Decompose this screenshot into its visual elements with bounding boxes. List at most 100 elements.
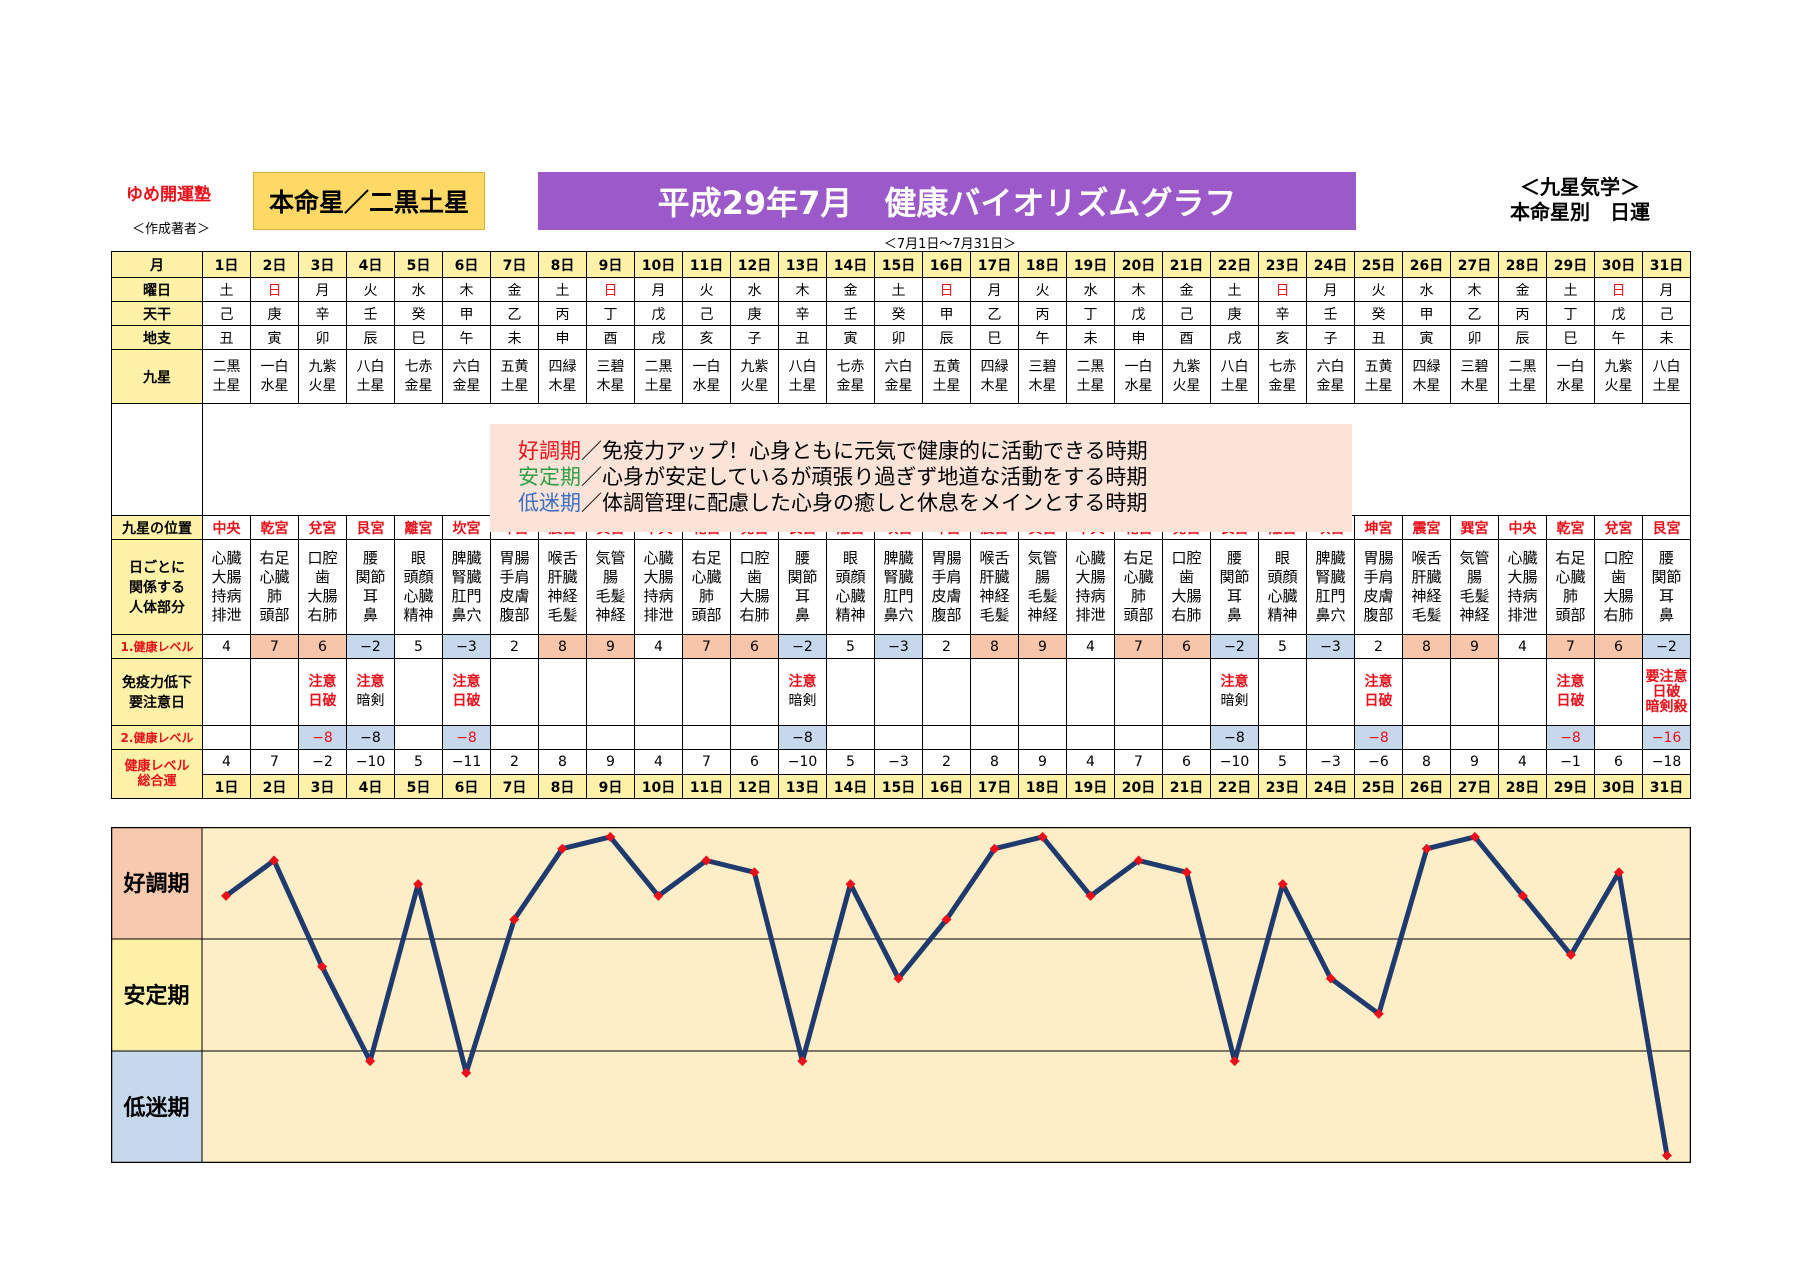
tenkan-cell: 甲	[1402, 301, 1451, 326]
immune-cell: 注意 日破	[1354, 658, 1403, 726]
tenkan-cell: 己	[202, 301, 251, 326]
tenkan-cell: 丁	[1546, 301, 1595, 326]
total-cell: 9	[1450, 749, 1499, 775]
level1-cell: −2	[778, 634, 827, 659]
position-cell: 中央	[1498, 515, 1547, 540]
level1-cell: 2	[490, 634, 539, 659]
kyusei-cell: 八白 土星	[1210, 349, 1259, 404]
body-part-cell: 喉舌 肝臓 神経 毛髪	[970, 539, 1019, 635]
kyusei-cell: 四緑 木星	[538, 349, 587, 404]
body-part-cell: 腰関節耳鼻	[1210, 539, 1259, 635]
position-cell: 艮宮	[346, 515, 395, 540]
row-tenkan: 天干己庚辛壬癸甲乙丙丁戊己庚辛壬癸甲乙丙丁戊己庚辛壬癸甲乙丙丁戊己	[111, 301, 1691, 326]
data-point	[1565, 949, 1576, 960]
body-part-cell: 心臓 大腸 持病 排泄	[634, 539, 683, 635]
brand-name: ゆめ開運塾	[126, 185, 211, 205]
total-cell: 8	[538, 749, 587, 775]
body-part-cell: 右足 心臓肺頭部	[1546, 539, 1595, 635]
total-cell: 4	[1498, 749, 1547, 775]
total-cell: 8	[1402, 749, 1451, 775]
day-footer: 14日	[826, 774, 875, 799]
immune-cell	[682, 658, 731, 726]
data-point	[1085, 890, 1096, 901]
weekday-cell: 日	[250, 277, 299, 302]
chishi-cell: 巳	[394, 325, 443, 350]
weekday-cell: 月	[1642, 277, 1691, 302]
level1-cell: 7	[250, 634, 299, 659]
level2-cell	[1114, 725, 1163, 750]
body-part-cell: 腰関節耳鼻	[778, 539, 827, 635]
chishi-cell: 酉	[586, 325, 635, 350]
day-footer: 20日	[1114, 774, 1163, 799]
chishi-cell: 亥	[682, 325, 731, 350]
tenkan-cell: 辛	[1258, 301, 1307, 326]
immune-cell	[922, 658, 971, 726]
day-header: 28日	[1498, 251, 1547, 278]
body-part-cell: 脾臓 腎臓 肛門 鼻穴	[874, 539, 923, 635]
weekday-cell: 金	[1498, 277, 1547, 302]
day-header: 2日	[250, 251, 299, 278]
plot-border	[111, 827, 1691, 1163]
day-header: 14日	[826, 251, 875, 278]
tenkan-cell: 癸	[874, 301, 923, 326]
body-part-cell: 右足 心臓肺頭部	[250, 539, 299, 635]
level1-cell: −3	[1306, 634, 1355, 659]
body-part-cell: 腰関節耳鼻	[1642, 539, 1691, 635]
chishi-cell: 卯	[874, 325, 923, 350]
row-total: 健康レベル 総合運 4 7 −2 −10 5 −11 2 8 9 4 7 6 −10 5 −3 2 8 9 4 7 6 −10…	[111, 749, 1691, 799]
level1-cell: 6	[730, 634, 779, 659]
position-cell: 震宮	[1402, 515, 1451, 540]
chishi-cell: 午	[442, 325, 491, 350]
level1-cell: 4	[202, 634, 251, 659]
tenkan-cell: 庚	[730, 301, 779, 326]
row-label-body: 日ごとに 関係する 人体部分	[111, 539, 203, 635]
level2-cell: −8	[442, 725, 491, 750]
data-point	[845, 879, 856, 890]
chishi-cell: 戌	[1210, 325, 1259, 350]
chishi-cell: 卯	[298, 325, 347, 350]
tenkan-cell: 乙	[970, 301, 1019, 326]
kyusei-heading-line2: 本命星別 日運	[1510, 200, 1650, 224]
level2-cell	[1162, 725, 1211, 750]
day-footer: 9日	[586, 774, 635, 799]
position-cell: 離宮	[394, 515, 443, 540]
weekday-cell: 木	[1114, 277, 1163, 302]
kyusei-cell: 五黄 土星	[1354, 349, 1403, 404]
tenkan-cell: 戊	[1114, 301, 1163, 326]
chishi-cell: 未	[1642, 325, 1691, 350]
level1-cell: 7	[1546, 634, 1595, 659]
weekday-cell: 火	[346, 277, 395, 302]
level2-cell: −8	[1354, 725, 1403, 750]
day-header: 31日	[1642, 251, 1691, 278]
total-cell: 8	[970, 749, 1019, 775]
level2-cell	[1306, 725, 1355, 750]
total-cell: −10	[346, 749, 395, 775]
day-footer: 6日	[442, 774, 491, 799]
position-cell: 艮宮	[1642, 515, 1691, 540]
weekday-cell: 土	[1546, 277, 1595, 302]
chishi-cell: 午	[1594, 325, 1643, 350]
position-cell: 乾宮	[1546, 515, 1595, 540]
weekday-cell: 日	[586, 277, 635, 302]
level2-cell	[826, 725, 875, 750]
row-label-weekday: 曜日	[111, 277, 203, 302]
day-footer: 13日	[778, 774, 827, 799]
day-header: 22日	[1210, 251, 1259, 278]
position-cell: 兌宮	[298, 515, 347, 540]
tenkan-cell: 癸	[1354, 301, 1403, 326]
chishi-cell: 午	[1018, 325, 1067, 350]
body-part-cell: 喉舌 肝臓 神経 毛髪	[538, 539, 587, 635]
level2-cell: −16	[1642, 725, 1691, 750]
level1-cell: 9	[586, 634, 635, 659]
immune-cell: 要注意 日破 暗剣殺	[1642, 658, 1691, 726]
day-footer: 17日	[970, 774, 1019, 799]
data-point	[797, 1056, 808, 1067]
kyusei-cell: 五黄 土星	[490, 349, 539, 404]
immune-cell	[1066, 658, 1115, 726]
chishi-cell: 酉	[1162, 325, 1211, 350]
tenkan-cell: 戊	[1594, 301, 1643, 326]
day-header: 9日	[586, 251, 635, 278]
day-footer: 31日	[1642, 774, 1691, 799]
chishi-cell: 辰	[922, 325, 971, 350]
data-point	[1421, 843, 1432, 854]
